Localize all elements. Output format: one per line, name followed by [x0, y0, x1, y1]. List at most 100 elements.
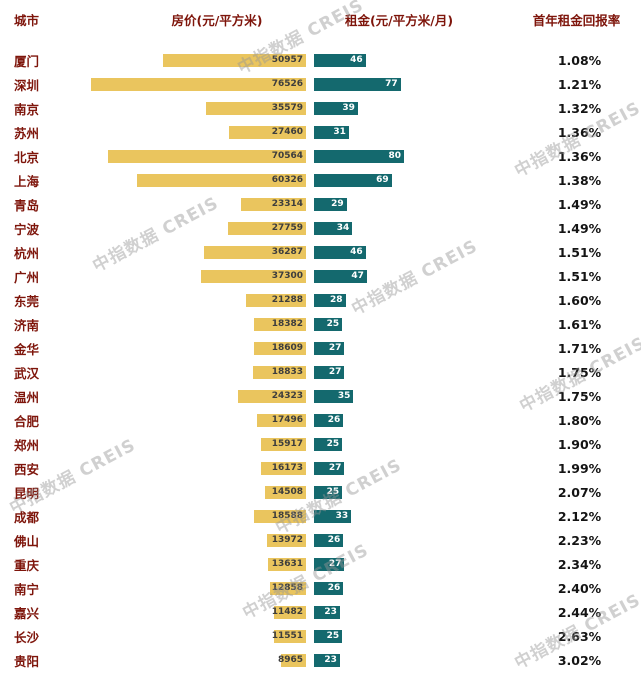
rent-value: 29 [331, 198, 344, 209]
rent-value: 80 [388, 150, 401, 161]
price-value: 11482 [271, 606, 303, 617]
yield-value: 2.23% [557, 532, 602, 548]
rent-bar-cell: 47 [306, 269, 492, 283]
city-label: 西安 [14, 461, 40, 477]
city-label: 重庆 [14, 557, 40, 573]
rent-bar: 27 [314, 557, 345, 571]
rent-bar: 25 [314, 317, 343, 331]
city-label: 杭州 [14, 245, 40, 261]
price-value: 70564 [271, 150, 303, 161]
rent-bar: 28 [314, 293, 346, 307]
rent-bar: 25 [314, 437, 343, 451]
price-bar: 16173 [260, 461, 306, 475]
chart-row: 昆明 14508 25 2.07% [0, 480, 641, 504]
city-label: 长沙 [14, 629, 40, 645]
city-label: 合肥 [14, 413, 40, 429]
rent-bar-cell: 29 [306, 197, 492, 211]
price-value: 17496 [271, 414, 303, 425]
chart-row: 杭州 36287 46 1.51% [0, 240, 641, 264]
rent-value: 77 [385, 78, 398, 89]
rent-value: 34 [336, 222, 350, 233]
city-label: 佛山 [14, 533, 40, 549]
rent-value: 31 [333, 126, 346, 137]
chart-row: 广州 37300 47 1.51% [0, 264, 641, 288]
price-bar-cell: 18588 [58, 509, 306, 523]
price-bar: 14508 [265, 485, 306, 499]
price-value: 21288 [271, 294, 303, 305]
yield-value: 2.63% [557, 628, 602, 644]
price-bar-cell: 24323 [58, 389, 306, 403]
yield-value: 1.38% [557, 172, 602, 188]
city-label: 温州 [14, 389, 40, 405]
price-bar-cell: 16173 [58, 461, 306, 475]
rent-bar: 80 [314, 149, 404, 163]
rent-bar: 25 [314, 629, 343, 643]
city-label: 金华 [14, 341, 40, 357]
rent-bar-cell: 26 [306, 533, 492, 547]
chart-rows: 厦门 50957 46 1.08% 深圳 76526 77 1.21% 南京 35579 39 1.3… [0, 48, 641, 672]
city-label: 嘉兴 [14, 605, 40, 621]
price-bar-cell: 18609 [58, 341, 306, 355]
price-bar-cell: 8965 [58, 653, 306, 667]
yield-value: 1.21% [557, 76, 602, 92]
rent-value: 39 [342, 102, 355, 113]
rent-bar: 34 [314, 221, 353, 235]
yield-value: 2.12% [557, 508, 602, 524]
chart-row: 厦门 50957 46 1.08% [0, 48, 641, 72]
rent-value: 25 [326, 486, 340, 497]
price-bar: 21288 [246, 293, 306, 307]
yield-value: 2.44% [557, 604, 602, 620]
price-value: 60326 [271, 174, 303, 185]
price-bar-cell: 35579 [58, 101, 306, 115]
price-bar: 37300 [201, 269, 306, 283]
rent-bar: 23 [314, 605, 340, 619]
price-value: 24323 [271, 390, 303, 401]
header-price: 房价(元/平方米) [171, 13, 263, 28]
chart-row: 青岛 23314 29 1.49% [0, 192, 641, 216]
price-bar: 24323 [237, 389, 306, 403]
chart-row: 成都 18588 33 2.12% [0, 504, 641, 528]
price-bar: 23314 [240, 197, 306, 211]
chart-row: 合肥 17496 26 1.80% [0, 408, 641, 432]
city-label: 郑州 [14, 437, 40, 453]
yield-value: 1.49% [557, 196, 602, 212]
price-bar: 11551 [272, 629, 306, 643]
rent-bar: 23 [314, 653, 340, 667]
price-value: 36287 [271, 246, 303, 257]
rent-value: 26 [327, 534, 341, 545]
rent-bar: 69 [314, 173, 392, 187]
price-bar: 13631 [267, 557, 306, 571]
rent-value: 27 [328, 462, 342, 473]
city-label: 昆明 [14, 485, 40, 501]
yield-value: 1.36% [557, 148, 602, 164]
chart-row: 深圳 76526 77 1.21% [0, 72, 641, 96]
rent-value: 46 [350, 246, 363, 257]
rent-value: 69 [376, 174, 389, 185]
rent-value: 27 [328, 342, 342, 353]
rent-bar-cell: 46 [306, 53, 492, 67]
rent-bar-cell: 27 [306, 365, 492, 379]
price-bar: 11482 [271, 605, 306, 619]
price-value: 12858 [271, 582, 303, 593]
price-value: 50957 [271, 54, 303, 65]
rent-bar: 31 [314, 125, 349, 139]
price-bar-cell: 18382 [58, 317, 306, 331]
yield-value: 2.34% [557, 556, 602, 572]
price-bar: 12858 [269, 581, 306, 595]
price-bar: 50957 [162, 53, 306, 67]
chart-row: 西安 16173 27 1.99% [0, 456, 641, 480]
chart-row: 嘉兴 11482 23 2.44% [0, 600, 641, 624]
price-value: 15917 [271, 438, 303, 449]
price-value: 27460 [271, 126, 303, 137]
chart-row: 南宁 12858 26 2.40% [0, 576, 641, 600]
chart-row: 长沙 11551 25 2.63% [0, 624, 641, 648]
price-value: 14508 [271, 486, 303, 497]
rent-bar-cell: 33 [306, 509, 492, 523]
yield-value: 1.49% [557, 220, 602, 236]
header-yield: 首年租金回报率 [532, 13, 621, 28]
yield-value: 2.40% [557, 580, 602, 596]
price-bar-cell: 70564 [58, 149, 306, 163]
price-bar: 27460 [228, 125, 306, 139]
price-bar-cell: 14508 [58, 485, 306, 499]
rent-bar: 29 [314, 197, 347, 211]
